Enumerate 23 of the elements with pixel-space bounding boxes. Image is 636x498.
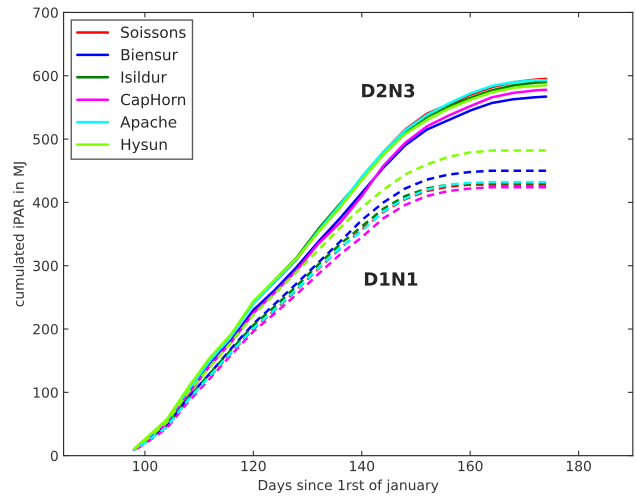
annotation: D2N3 [362,84,414,98]
legend-label: CapHorn [120,94,186,108]
y-tick-label: 0 [50,450,58,462]
x-tick-label: 140 [350,460,374,472]
y-axis-title: cumulated iPAR in MJ [13,162,27,307]
annotation: D1N1 [364,272,418,286]
legend-label: Hysun [122,138,167,154]
y-tick-label: 100 [34,387,58,398]
x-tick-label: 160 [458,460,483,472]
legend-label: Soissons [121,26,186,38]
x-tick-label: 180 [566,460,591,472]
y-tick-label: 500 [33,134,58,145]
y-tick-label: 400 [32,197,58,208]
x-axis-title: Days since 1rst of january [258,480,439,493]
legend-label: Biensur [122,48,178,60]
y-tick-label: 200 [33,324,58,335]
y-tick-label: 600 [33,70,58,82]
y-tick-label: 300 [33,260,58,272]
legend-label: Isildur [122,71,167,83]
x-tick-label: 100 [133,460,158,472]
x-tick-label: 120 [242,460,266,472]
legend-label: Apache [120,116,176,131]
y-tick-label: 700 [33,7,58,18]
